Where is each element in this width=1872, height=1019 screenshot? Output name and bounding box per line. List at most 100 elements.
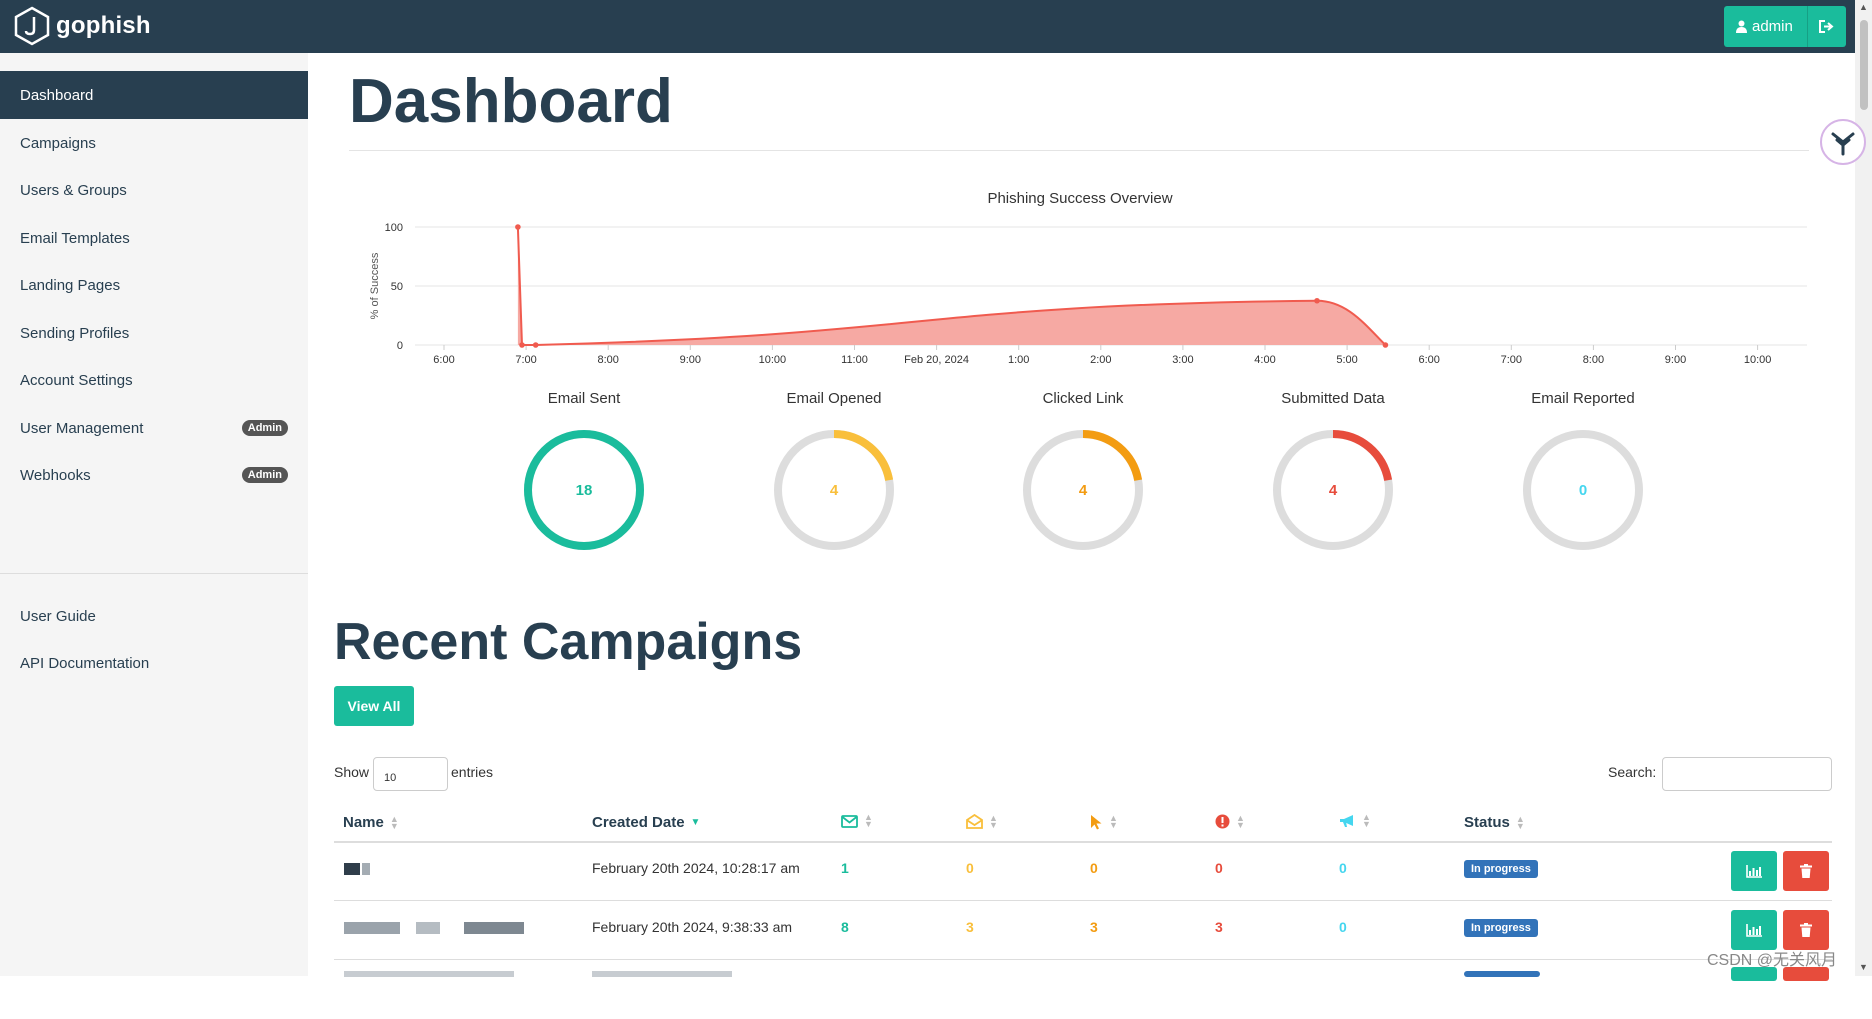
- sidebar-item-sending-profiles[interactable]: Sending Profiles: [0, 309, 308, 357]
- x-tick-label: 6:00: [1418, 354, 1439, 366]
- chart-title: Phishing Success Overview: [987, 190, 1173, 207]
- ring-progress: [1082, 430, 1143, 482]
- x-tick-label: 8:00: [597, 354, 618, 366]
- stat-label: Submitted Data: [1281, 390, 1385, 407]
- sidebar-item-label: Dashboard: [20, 86, 94, 104]
- column-opened-header[interactable]: ▲ ▼: [966, 813, 998, 829]
- view-all-button[interactable]: View All: [334, 686, 414, 726]
- envelope-icon: [841, 814, 858, 828]
- x-tick-label: 6:00: [433, 354, 454, 366]
- y-tick-label: 0: [397, 340, 403, 352]
- x-tick-label: 10:00: [1744, 354, 1772, 366]
- sent-count: 8: [841, 919, 849, 935]
- y-tick-label: 100: [385, 222, 403, 234]
- opened-count: 0: [966, 860, 974, 876]
- admin-badge: Admin: [241, 420, 288, 436]
- phishing-success-chart: 0 50 100 % of Success 6:00 7:00 8:00 9:00 10:00 1…: [369, 222, 1807, 366]
- table-row[interactable]: February 20th 2024, 9:38:33 am 8 3 3 3 0…: [334, 902, 1832, 960]
- search-input[interactable]: [1662, 757, 1832, 791]
- stat-ring-email-sent: 18: [524, 430, 644, 550]
- sidebar-item-users-groups[interactable]: Users & Groups: [0, 166, 308, 214]
- created-date-cell: February 20th 2024, 9:38:33 am: [592, 919, 793, 935]
- view-results-button[interactable]: [1731, 910, 1777, 950]
- column-reported-header[interactable]: ▲ ▼: [1339, 813, 1371, 829]
- sort-icon: ▲ ▼: [1109, 813, 1118, 830]
- entries-per-page-select[interactable]: 10: [373, 757, 448, 791]
- column-label: Name: [343, 814, 384, 831]
- account-menu: admin: [1724, 6, 1846, 47]
- column-label: Status: [1464, 814, 1510, 831]
- delete-campaign-button[interactable]: [1783, 851, 1829, 891]
- sidebar-item-label: API Documentation: [20, 654, 150, 672]
- gophish-logo[interactable]: gophish: [14, 5, 151, 47]
- sidebar-item-api-documentation[interactable]: API Documentation: [0, 639, 308, 687]
- redacted-campaign-name: [362, 863, 370, 875]
- ring-value: 18: [576, 482, 593, 499]
- table-row[interactable]: [334, 961, 1832, 1019]
- sidebar-item-label: Campaigns: [20, 134, 96, 152]
- floating-assistant-icon[interactable]: [1820, 119, 1866, 165]
- sidebar: Dashboard Campaigns Users & Groups Email…: [0, 53, 308, 976]
- scroll-up-icon[interactable]: ▲: [1859, 2, 1868, 12]
- chart-data-point[interactable]: [519, 342, 525, 348]
- sign-out-icon: [1819, 20, 1834, 33]
- chart-area-fill: [517, 227, 1386, 345]
- sidebar-item-label: Webhooks: [20, 466, 91, 484]
- column-sent-header[interactable]: ▲ ▼: [841, 812, 873, 829]
- scrollbar-thumb[interactable]: [1860, 20, 1868, 110]
- chart-data-point[interactable]: [532, 342, 539, 348]
- show-label: Show: [334, 764, 370, 780]
- sidebar-item-user-management[interactable]: User Management Admin: [0, 404, 308, 452]
- redacted-campaign-name: [344, 971, 514, 977]
- view-results-button[interactable]: [1731, 851, 1777, 891]
- column-clicked-header[interactable]: ▲ ▼: [1090, 813, 1118, 830]
- sidebar-item-account-settings[interactable]: Account Settings: [0, 356, 308, 404]
- column-status-header[interactable]: Status ▲ ▼: [1464, 814, 1525, 831]
- sidebar-item-email-templates[interactable]: Email Templates: [0, 214, 308, 262]
- sort-icon: ▲ ▼: [864, 812, 873, 829]
- trash-icon: [1800, 923, 1812, 937]
- sidebar-item-label: Email Templates: [20, 229, 130, 247]
- sidebar-item-webhooks[interactable]: Webhooks Admin: [0, 451, 308, 499]
- title-divider: [349, 150, 1809, 151]
- stat-email-reported: Email Reported 0: [1503, 390, 1663, 557]
- watermark-text: CSDN @无关风月: [1707, 952, 1838, 969]
- table-row[interactable]: February 20th 2024, 10:28:17 am 1 0 0 0 …: [334, 843, 1832, 901]
- redacted-created-date: [592, 971, 732, 977]
- user-menu-button[interactable]: admin: [1724, 6, 1808, 47]
- x-tick-label: Feb 20, 2024: [904, 354, 969, 366]
- reported-count: 0: [1339, 860, 1347, 876]
- sidebar-item-landing-pages[interactable]: Landing Pages: [0, 261, 308, 309]
- sidebar-item-user-guide[interactable]: User Guide: [0, 592, 308, 640]
- scroll-down-icon[interactable]: ▼: [1859, 962, 1868, 972]
- stat-ring-submitted-data: 4: [1273, 430, 1393, 550]
- stat-ring-clicked-link: 4: [1023, 430, 1143, 550]
- x-tick-label: 5:00: [1336, 354, 1357, 366]
- sidebar-item-dashboard[interactable]: Dashboard: [0, 71, 308, 119]
- submitted-count: 0: [1215, 860, 1223, 876]
- delete-campaign-button[interactable]: [1783, 910, 1829, 950]
- gophish-hexagon-icon: [14, 6, 50, 46]
- ring-value: 4: [830, 482, 839, 499]
- logout-button[interactable]: [1807, 6, 1846, 47]
- column-name-header[interactable]: Name ▲ ▼: [343, 814, 399, 831]
- stat-email-opened: Email Opened 4: [754, 390, 914, 557]
- column-submitted-header[interactable]: ▲ ▼: [1215, 813, 1245, 829]
- reported-count: 0: [1339, 919, 1347, 935]
- sidebar-item-label: Account Settings: [20, 371, 133, 389]
- exclamation-circle-icon: [1215, 814, 1230, 829]
- page-scrollbar[interactable]: ▲ ▼: [1855, 0, 1872, 976]
- x-tick-label: 8:00: [1583, 354, 1604, 366]
- chart-data-point[interactable]: [1314, 297, 1320, 304]
- chart-data-point[interactable]: [515, 224, 521, 230]
- chart-data-point[interactable]: [1382, 342, 1389, 348]
- sort-desc-icon: ▼: [690, 817, 701, 828]
- column-created-date-header[interactable]: Created Date ▼: [592, 814, 701, 831]
- redacted-campaign-name: [416, 922, 440, 934]
- chart-series-line: [516, 226, 1387, 346]
- x-tick-label: 2:00: [1090, 354, 1111, 366]
- assistant-glyph-icon: [1831, 132, 1855, 156]
- sidebar-item-campaigns[interactable]: Campaigns: [0, 119, 308, 167]
- sidebar-divider: [0, 573, 308, 574]
- x-tick-label: 11:00: [841, 354, 868, 366]
